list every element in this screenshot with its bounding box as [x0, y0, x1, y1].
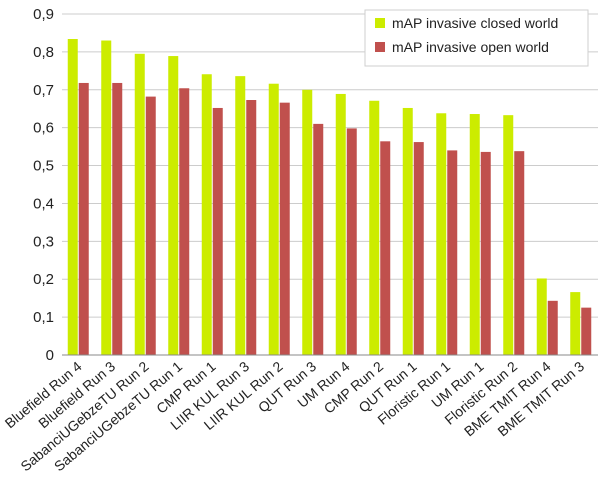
bar-closed-world [268, 83, 279, 356]
bar-closed-world [101, 40, 112, 356]
bar-closed-world [536, 278, 547, 355]
bar-closed-world [402, 107, 413, 355]
bars [67, 39, 592, 356]
bar-open-world [112, 82, 123, 356]
y-tick-label: 0,6 [33, 120, 54, 137]
bar-closed-world [335, 93, 346, 355]
bar-closed-world [201, 74, 212, 355]
bar-closed-world [436, 113, 447, 355]
bar-closed-world [134, 53, 145, 356]
bar-open-world [145, 96, 156, 355]
y-tick-label: 0,3 [33, 233, 54, 250]
bar-open-world [246, 100, 257, 355]
bar-closed-world [570, 292, 581, 355]
bar-open-world [313, 123, 324, 355]
bar-open-world [514, 151, 525, 355]
bar-open-world [380, 141, 391, 355]
bar-open-world [346, 128, 357, 355]
y-tick-label: 0,2 [33, 271, 54, 288]
bar-closed-world [168, 56, 179, 355]
y-tick-label: 0,7 [33, 82, 54, 99]
legend-box [364, 9, 589, 67]
legend: mAP invasive closed world mAP invasive o… [364, 9, 589, 67]
y-tick-label: 0,1 [33, 309, 54, 326]
bar-closed-world [302, 89, 313, 356]
bar-open-world [179, 88, 190, 356]
legend-swatch-open-world [375, 42, 385, 52]
y-tick-label: 0,4 [33, 195, 54, 212]
y-tick-label: 0,9 [33, 6, 54, 23]
bar-closed-world [469, 114, 480, 355]
bar-open-world [413, 142, 424, 355]
bar-closed-world [369, 100, 380, 355]
bar-closed-world [235, 76, 246, 355]
legend-label-closed-world: mAP invasive closed world [392, 15, 558, 31]
legend-swatch-closed-world [375, 18, 385, 28]
bar-open-world [78, 82, 89, 356]
bar-open-world [279, 102, 290, 355]
bar-closed-world [67, 39, 78, 356]
y-tick-label: 0,8 [33, 44, 54, 61]
bar-open-world [480, 151, 491, 355]
legend-label-open-world: mAP invasive open world [392, 39, 549, 55]
bar-closed-world [503, 115, 514, 355]
bar-open-world [447, 150, 458, 355]
bar-open-world [212, 107, 223, 355]
y-tick-label: 0 [46, 347, 54, 364]
y-axis-ticks: 0 0,1 0,2 0,3 0,4 0,5 0,6 0,7 0,8 0,9 [33, 6, 54, 364]
bar-open-world [547, 300, 558, 355]
y-tick-label: 0,5 [33, 158, 54, 175]
bar-open-world [581, 307, 592, 355]
